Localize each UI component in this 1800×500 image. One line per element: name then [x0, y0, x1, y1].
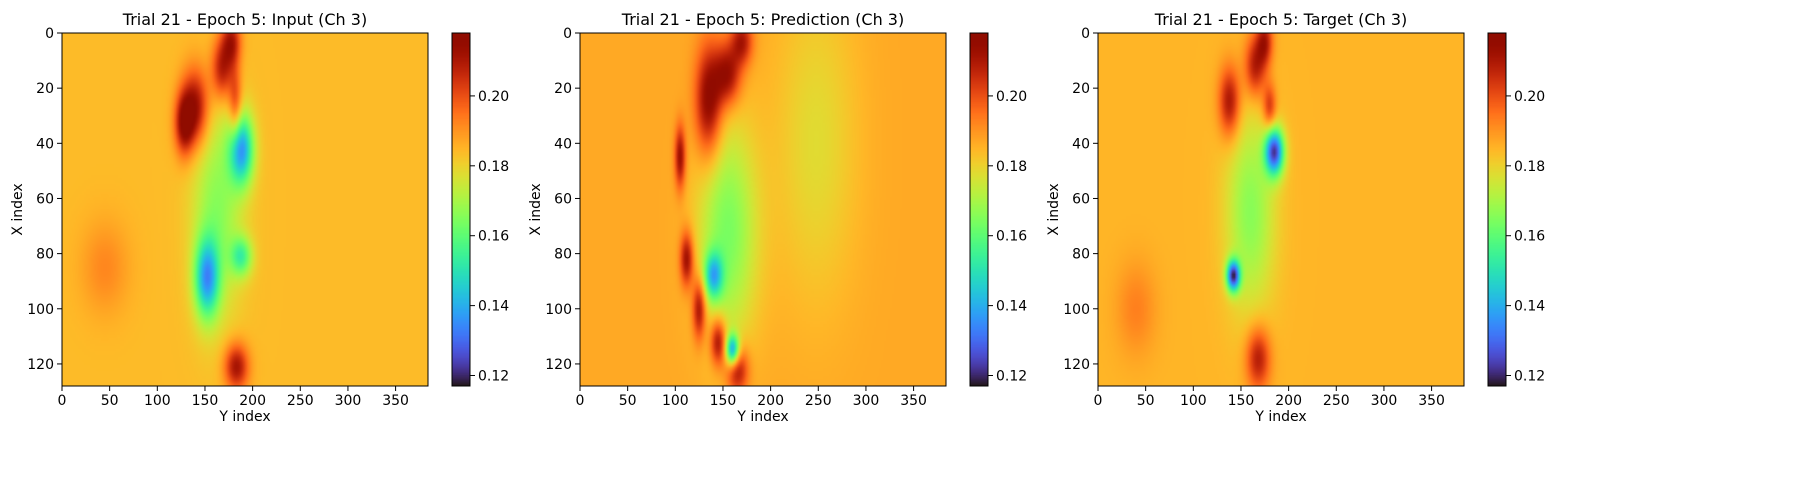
y-tick-label: 120: [27, 357, 54, 373]
y-tick-label: 0: [1081, 26, 1090, 42]
x-tick-label: 100: [1180, 393, 1207, 409]
y-tick-label: 100: [545, 302, 572, 318]
panel-1: Trial 21 - Epoch 5: Prediction (Ch 3) 0 50…: [528, 10, 1027, 425]
panel-0: Trial 21 - Epoch 5: Input (Ch 3) 0 50 100 15…: [10, 10, 509, 425]
panel-2: Trial 21 - Epoch 5: Target (Ch 3) 0 50 100 1…: [1046, 10, 1545, 425]
colorbar-gradient: [452, 33, 470, 386]
x-tick-label: 250: [1323, 393, 1350, 409]
y-tick-label: 20: [1072, 81, 1090, 97]
axes-frame: [1097, 32, 1465, 387]
colorbar-tick-label: 0.16: [996, 229, 1027, 245]
y-tick-label: 100: [27, 302, 54, 318]
colorbar-tick-label: 0.12: [1514, 369, 1545, 385]
x-tick-label: 50: [619, 393, 637, 409]
colorbar-tick-label: 0.18: [478, 159, 509, 175]
colorbar-frame: [969, 32, 989, 387]
chart-title: Trial 21 - Epoch 5: Target (Ch 3): [1154, 10, 1407, 29]
colorbar-tick-label: 0.12: [996, 369, 1027, 385]
x-tick-label: 300: [1371, 393, 1398, 409]
y-axis-label: X index: [10, 183, 26, 235]
x-tick-label: 0: [1094, 393, 1103, 409]
axes-frame: [61, 32, 429, 387]
x-tick-label: 200: [239, 393, 266, 409]
y-tick-label: 120: [1063, 357, 1090, 373]
x-tick-label: 100: [144, 393, 171, 409]
x-tick-label: 50: [101, 393, 119, 409]
x-tick-label: 150: [710, 393, 737, 409]
colorbar-tick-label: 0.20: [996, 89, 1027, 105]
colorbar-tick-label: 0.12: [478, 369, 509, 385]
x-tick-label: 0: [58, 393, 67, 409]
colorbar-tick-label: 0.14: [478, 299, 509, 315]
y-tick-label: 60: [1072, 191, 1090, 207]
y-tick-label: 0: [563, 26, 572, 42]
colorbar-tick-label: 0.18: [996, 159, 1027, 175]
y-tick-label: 20: [554, 81, 572, 97]
y-tick-label: 80: [1072, 247, 1090, 263]
x-tick-label: 0: [576, 393, 585, 409]
heatmap-image: [1098, 33, 1464, 386]
colorbar-tick-label: 0.20: [478, 89, 509, 105]
x-tick-label: 350: [1418, 393, 1445, 409]
y-tick-label: 40: [36, 136, 54, 152]
axes-frame: [579, 32, 947, 387]
x-tick-label: 250: [287, 393, 314, 409]
colorbar-tick-label: 0.14: [996, 299, 1027, 315]
colorbar-frame: [451, 32, 471, 387]
x-tick-label: 50: [1137, 393, 1155, 409]
colorbar-tick-label: 0.16: [1514, 229, 1545, 245]
heatmap-image: [580, 33, 946, 386]
x-tick-label: 250: [805, 393, 832, 409]
x-axis-label: Y index: [736, 409, 788, 425]
colorbar-tick-label: 0.16: [478, 229, 509, 245]
x-tick-label: 300: [335, 393, 362, 409]
heatmap-image: [62, 33, 428, 386]
x-tick-label: 350: [900, 393, 927, 409]
colorbar-gradient: [970, 33, 988, 386]
x-tick-label: 350: [382, 393, 409, 409]
y-tick-label: 60: [36, 191, 54, 207]
colorbar-tick-label: 0.18: [1514, 159, 1545, 175]
chart-title: Trial 21 - Epoch 5: Input (Ch 3): [122, 10, 367, 29]
y-tick-label: 60: [554, 191, 572, 207]
x-tick-label: 150: [192, 393, 219, 409]
chart-title: Trial 21 - Epoch 5: Prediction (Ch 3): [621, 10, 904, 29]
y-axis-label: X index: [528, 183, 544, 235]
x-tick-label: 200: [757, 393, 784, 409]
x-tick-label: 200: [1275, 393, 1302, 409]
x-tick-label: 150: [1228, 393, 1255, 409]
colorbar-gradient: [1488, 33, 1506, 386]
x-tick-label: 300: [853, 393, 880, 409]
y-tick-label: 100: [1063, 302, 1090, 318]
y-tick-label: 80: [36, 247, 54, 263]
y-tick-label: 0: [45, 26, 54, 42]
colorbar-tick-label: 0.20: [1514, 89, 1545, 105]
y-tick-label: 40: [554, 136, 572, 152]
y-tick-label: 40: [1072, 136, 1090, 152]
x-tick-label: 100: [662, 393, 689, 409]
y-axis-label: X index: [1046, 183, 1062, 235]
y-tick-label: 80: [554, 247, 572, 263]
colorbar-frame: [1487, 32, 1507, 387]
x-axis-label: Y index: [218, 409, 270, 425]
y-tick-label: 120: [545, 357, 572, 373]
x-axis-label: Y index: [1254, 409, 1306, 425]
colorbar-tick-label: 0.14: [1514, 299, 1545, 315]
y-tick-label: 20: [36, 81, 54, 97]
